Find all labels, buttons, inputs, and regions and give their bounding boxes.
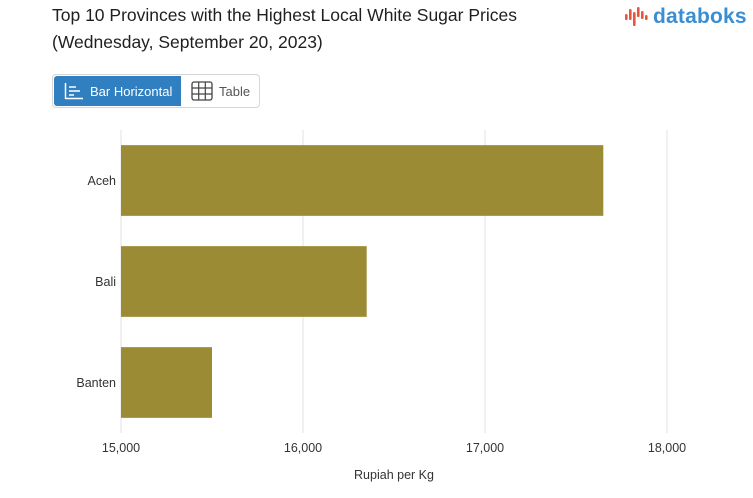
x-tick-label: 16,000 [284,441,322,455]
logo-mark-icon [625,7,648,26]
category-label: Bali [95,275,116,289]
x-tick-labels: 15,000 16,000 17,000 18,000 [102,441,686,455]
table-icon [191,81,213,101]
bar-horizontal-icon [64,83,83,100]
bar-banten[interactable] [121,347,212,418]
bar-horizontal-button[interactable]: Bar Horizontal [54,76,181,106]
chart-view-toggle: Bar Horizontal Table [52,74,260,108]
title-line-2: (Wednesday, September 20, 2023) [52,32,323,52]
x-tick-label: 15,000 [102,441,140,455]
databoks-logo[interactable]: databoks [625,4,747,30]
table-label: Table [219,83,251,99]
bar-aceh[interactable] [121,145,604,216]
bar-bali[interactable] [121,246,367,317]
category-label: Aceh [88,174,117,188]
category-label: Banten [76,376,116,390]
logo-text: databoks [653,5,747,28]
x-tick-label: 18,000 [648,441,686,455]
chart-title: Top 10 Provinces with the Highest Local … [52,2,612,56]
table-button[interactable]: Table [181,75,250,107]
category-labels: Aceh Bali Banten [76,174,116,390]
x-axis-title: Rupiah per Kg [354,468,434,482]
x-tick-label: 17,000 [466,441,504,455]
title-line-1: Top 10 Provinces with the Highest Local … [52,5,517,25]
bars [121,145,604,418]
bar-horizontal-label: Bar Horizontal [90,83,173,99]
